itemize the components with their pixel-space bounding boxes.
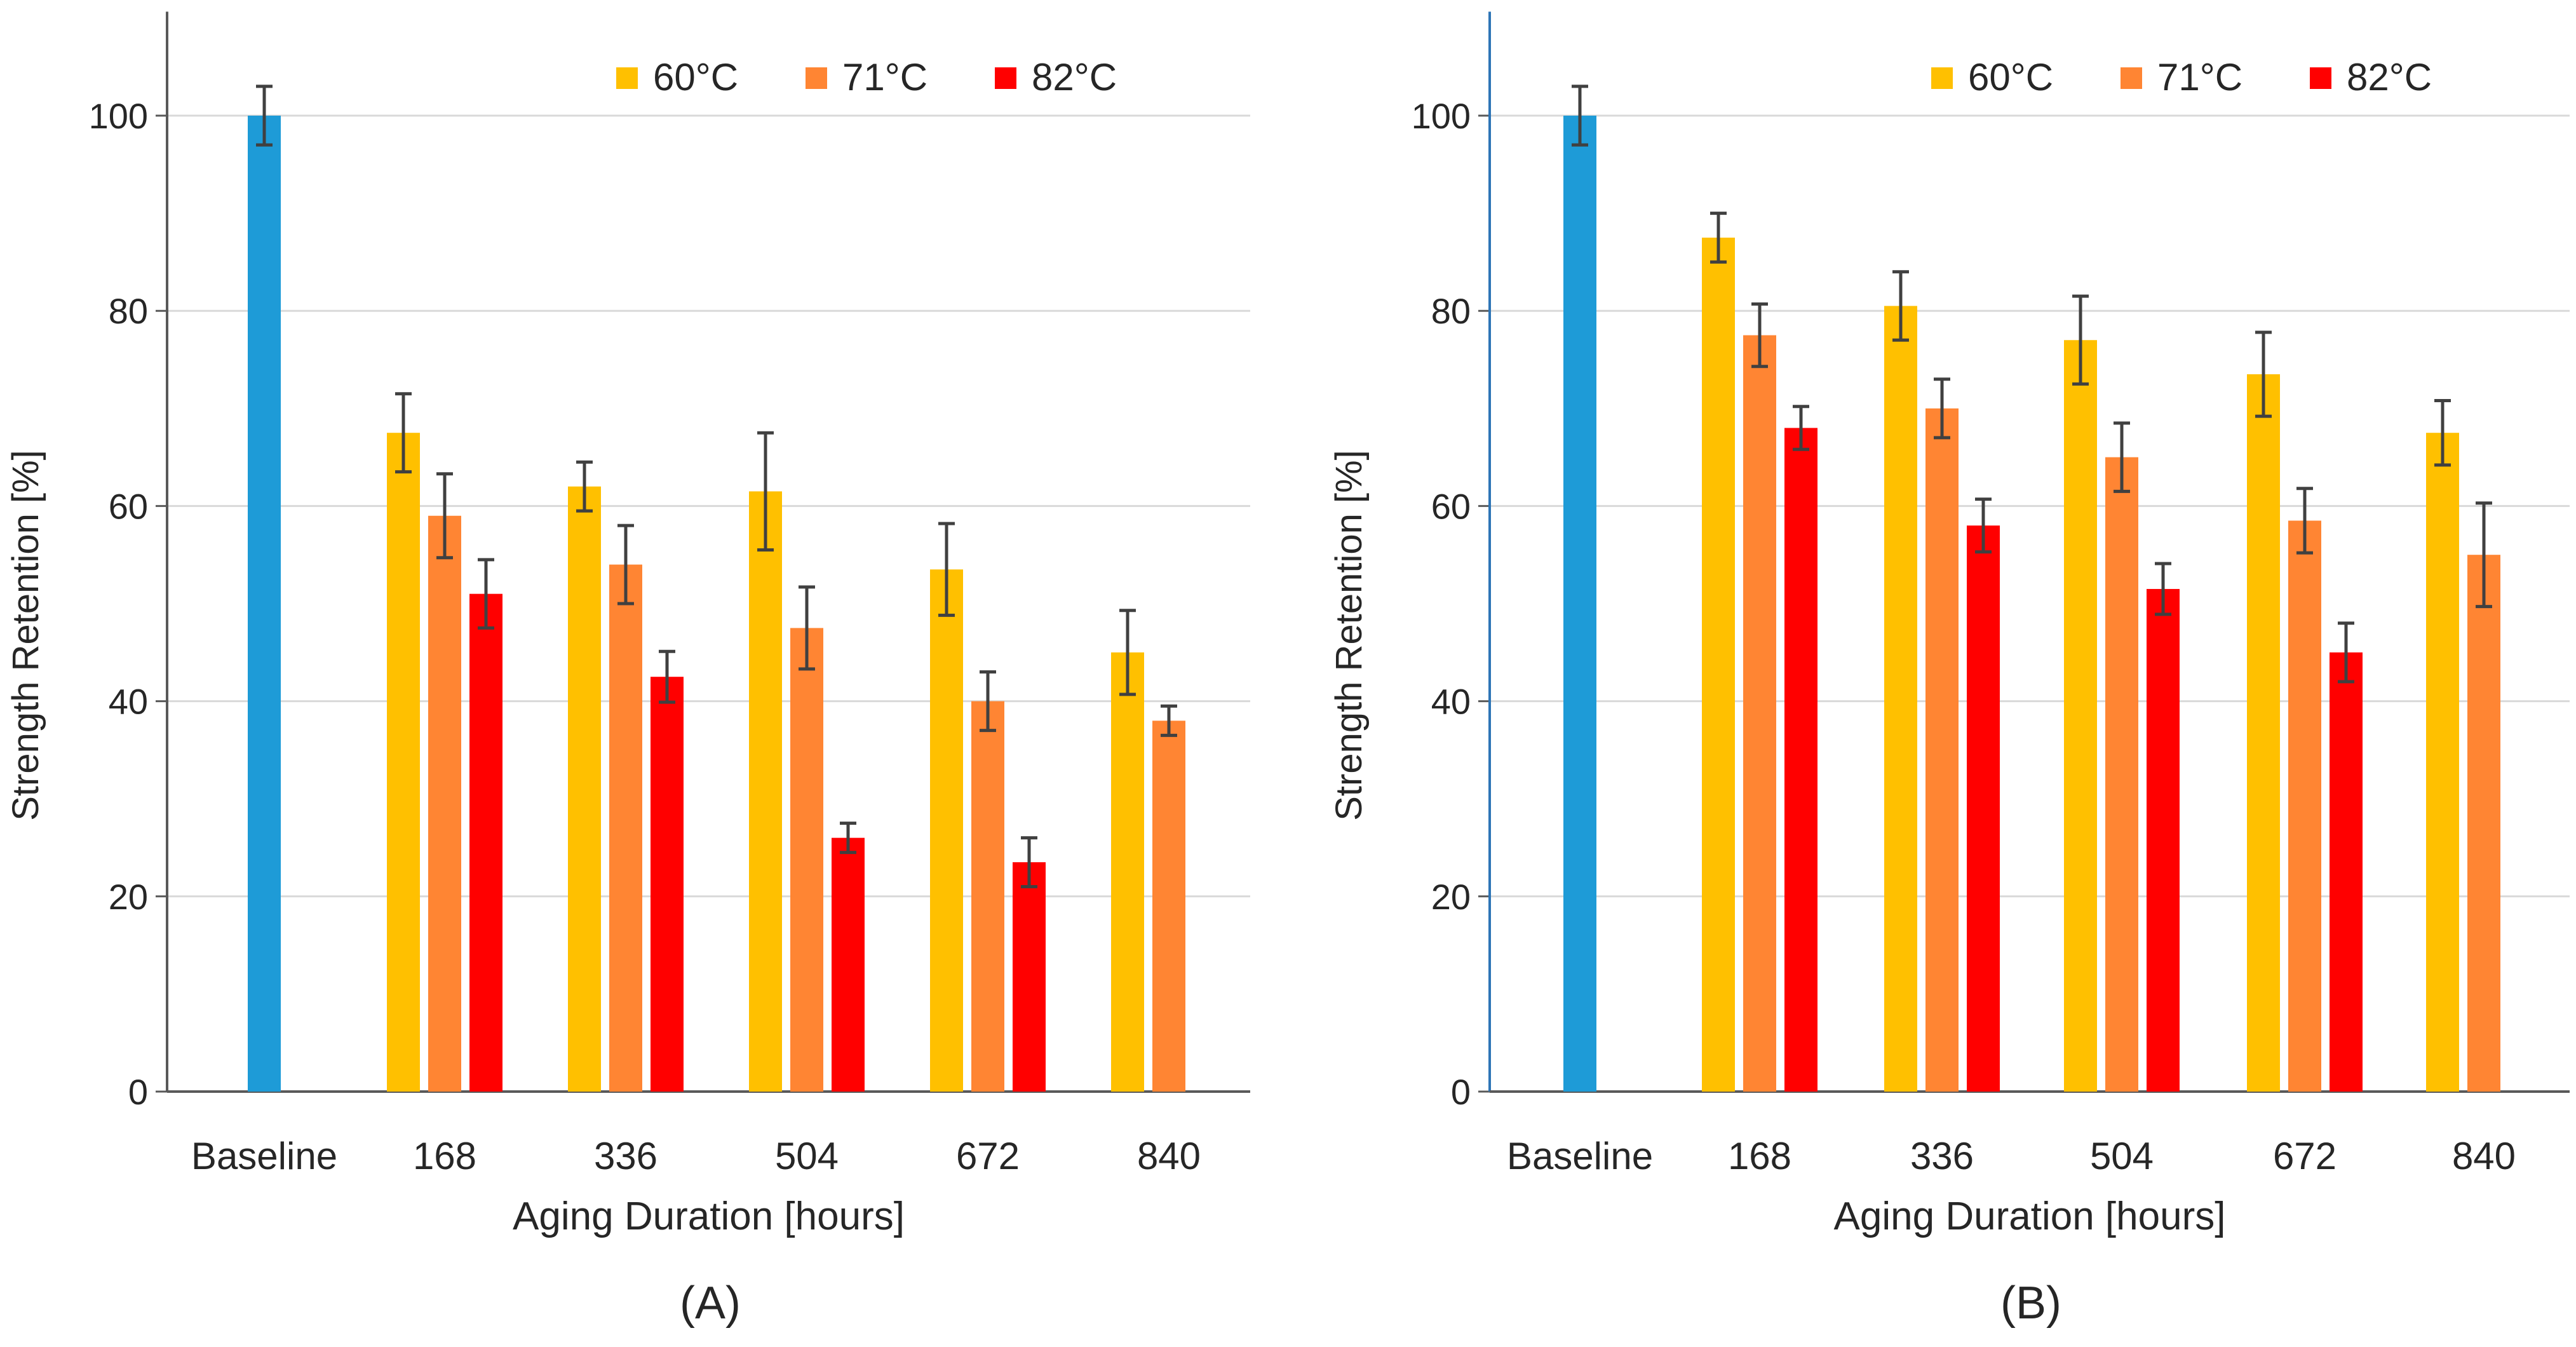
y-tick-label: 60: [1431, 486, 1471, 526]
legend-swatch-60c: [1931, 67, 1953, 89]
x-tick-label: 168: [1728, 1135, 1791, 1177]
x-tick-label: Baseline: [1507, 1135, 1653, 1177]
chart-panel-a: 0 20 40 60 80 100 Baseline 168 336 504 672 840 Aging…: [5, 11, 1250, 1329]
panel-label: (A): [680, 1278, 741, 1329]
y-tick-label: 20: [1431, 877, 1471, 917]
bar-60c-336: [1884, 306, 1917, 1092]
bar-60c-840: [2426, 433, 2459, 1092]
legend-swatch-82c: [995, 67, 1016, 89]
x-axis-title: Aging Duration [hours]: [513, 1195, 905, 1238]
legend-swatch-71c: [806, 67, 827, 89]
chart-panel-b: 0 20 40 60 80 100 Baseline 168 336 504 672 840 Aging…: [1328, 11, 2570, 1329]
bar-60c-672: [930, 569, 963, 1092]
y-axis-title: Strength Retention [%]: [1328, 450, 1370, 821]
legend-label-60c: 60°C: [653, 56, 738, 98]
y-tick-label: 80: [109, 291, 148, 331]
y-tick-label: 20: [109, 877, 148, 917]
y-tick-label: 60: [109, 486, 148, 526]
x-tick-label: 672: [2273, 1135, 2337, 1177]
panel-label: (B): [2000, 1278, 2061, 1329]
bar-71c-336: [609, 564, 642, 1092]
y-tick-label: 0: [128, 1072, 148, 1112]
bar-60c-840: [1111, 652, 1144, 1092]
x-tick-label: 168: [413, 1135, 476, 1177]
bar-82c-504: [832, 837, 865, 1092]
x-tick-label: 336: [1910, 1135, 1974, 1177]
bar-71c-504: [790, 628, 823, 1092]
y-tick-label: 80: [1431, 291, 1471, 331]
x-tick-label: 840: [1137, 1135, 1201, 1177]
legend-swatch-82c: [2310, 67, 2331, 89]
bar-71c-840: [1152, 721, 1185, 1092]
y-tick-label: 100: [89, 96, 148, 136]
y-tick-label: 100: [1412, 96, 1471, 136]
bar-82c-672: [1013, 862, 1046, 1092]
legend-swatch-60c: [616, 67, 638, 89]
bar-60c-168: [1702, 238, 1735, 1092]
bar-60c-168: [387, 433, 420, 1092]
x-tick-label: 672: [956, 1135, 1020, 1177]
bar-82c-336: [651, 677, 684, 1092]
bar-71c-168: [428, 515, 461, 1092]
bar-71c-672: [2288, 520, 2321, 1092]
bar-71c-168: [1743, 335, 1776, 1092]
legend-label-71c: 71°C: [842, 56, 927, 98]
legend-label-82c: 82°C: [1032, 56, 1117, 98]
bar-71c-504: [2105, 457, 2138, 1092]
legend-label-71c: 71°C: [2157, 56, 2242, 98]
bar-71c-672: [971, 701, 1004, 1092]
x-tick-label: Baseline: [191, 1135, 337, 1177]
bar-60c-336: [568, 486, 601, 1092]
bar-baseline: [1563, 116, 1596, 1092]
x-tick-label: 840: [2452, 1135, 2516, 1177]
bar-60c-672: [2247, 374, 2280, 1092]
legend-label-60c: 60°C: [1968, 56, 2053, 98]
legend-label-82c: 82°C: [2347, 56, 2432, 98]
bar-60c-504: [2064, 340, 2097, 1092]
bar-82c-504: [2147, 588, 2180, 1092]
bar-60c-504: [749, 491, 782, 1092]
bar-71c-840: [2467, 555, 2500, 1092]
legend-swatch-71c: [2121, 67, 2142, 89]
x-tick-label: 336: [594, 1135, 657, 1177]
bar-82c-672: [2330, 652, 2363, 1092]
bar-82c-336: [1967, 525, 2000, 1092]
y-tick-label: 40: [1431, 682, 1471, 722]
bar-71c-336: [1925, 408, 1959, 1092]
y-tick-label: 40: [109, 682, 148, 722]
x-axis-title: Aging Duration [hours]: [1834, 1195, 2226, 1238]
bar-82c-168: [1784, 428, 1817, 1092]
y-axis-title: Strength Retention [%]: [5, 450, 46, 821]
bar-baseline: [248, 116, 281, 1092]
x-tick-label: 504: [775, 1135, 839, 1177]
bar-82c-168: [469, 593, 502, 1092]
x-tick-label: 504: [2090, 1135, 2154, 1177]
y-tick-label: 0: [1451, 1072, 1471, 1112]
